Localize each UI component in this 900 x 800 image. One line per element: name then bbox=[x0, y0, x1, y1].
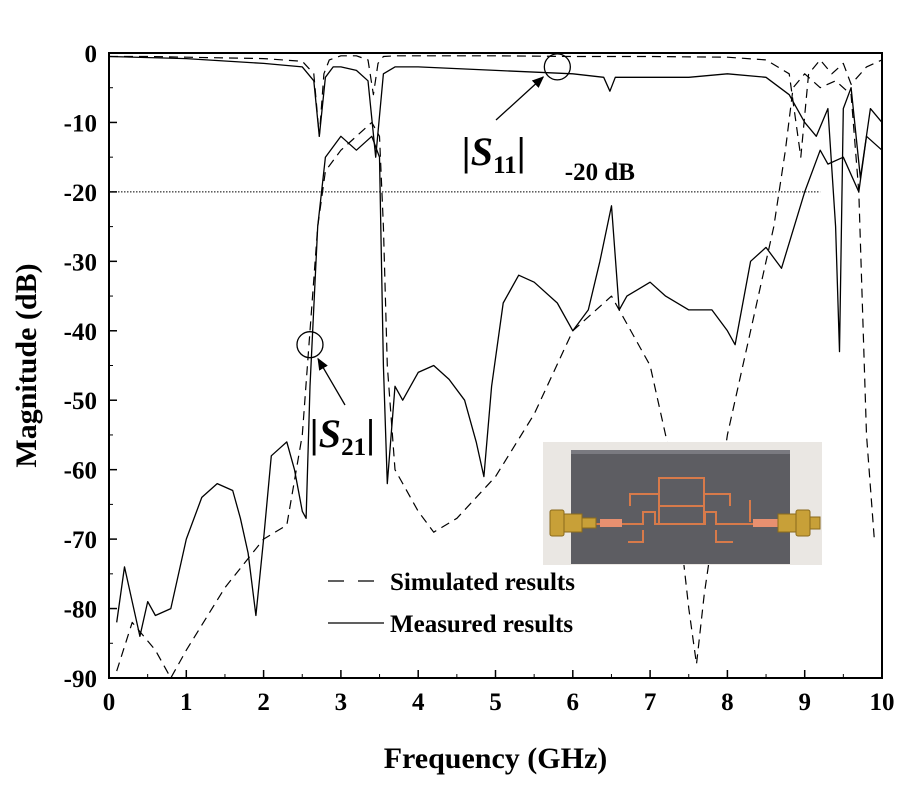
y-tick-label: -50 bbox=[64, 388, 97, 415]
filter-photo bbox=[543, 442, 822, 565]
x-tick-label: 10 bbox=[870, 689, 895, 716]
s21-marker-circle bbox=[296, 331, 324, 359]
legend: Simulated results Measured results bbox=[328, 569, 575, 638]
legend-simulated-label: Simulated results bbox=[390, 569, 575, 596]
x-tick-label: 2 bbox=[257, 689, 270, 716]
y-tick-label: -90 bbox=[64, 666, 97, 693]
y-tick-label: -20 bbox=[64, 180, 97, 207]
x-tick-label: 8 bbox=[721, 689, 734, 716]
series-dashed-s11 bbox=[109, 55, 883, 158]
y-tick-label: -10 bbox=[64, 110, 97, 137]
y-axis-title: Magnitude (dB) bbox=[10, 263, 43, 467]
x-tick-label: 6 bbox=[567, 689, 580, 716]
y-tick-label: -70 bbox=[64, 527, 97, 554]
series-solid-s11 bbox=[108, 55, 883, 353]
x-tick-label: 5 bbox=[489, 689, 502, 716]
y-tick-label: 0 bbox=[85, 41, 98, 68]
legend-measured-label: Measured results bbox=[390, 611, 573, 638]
x-tick-label: 7 bbox=[644, 689, 657, 716]
s11-arrow bbox=[495, 76, 545, 121]
x-tick-label: 0 bbox=[103, 689, 116, 716]
y-tick-label: -30 bbox=[64, 249, 97, 276]
x-tick-label: 9 bbox=[798, 689, 811, 716]
y-tick-label: -80 bbox=[64, 597, 97, 624]
reference-line-label: -20 dB bbox=[565, 159, 635, 186]
s11-marker-circle bbox=[543, 53, 571, 81]
y-tick-label: -40 bbox=[64, 319, 97, 346]
x-tick-label: 3 bbox=[335, 689, 348, 716]
curves bbox=[108, 55, 883, 679]
tick-labels: 0 1 2 3 4 5 6 7 8 9 10 0 -10 -20 -30 -40 -50 -60 -70 -80 -90… bbox=[10, 41, 895, 775]
s21-label: |S21| bbox=[310, 411, 375, 461]
x-tick-label: 1 bbox=[180, 689, 193, 716]
x-axis-title: Frequency (GHz) bbox=[384, 742, 608, 775]
series-dashed-s21 bbox=[116, 73, 875, 679]
series-solid-s21 bbox=[116, 135, 883, 637]
annotations: |S11| |S21| bbox=[296, 53, 571, 461]
x-tick-label: 4 bbox=[412, 689, 425, 716]
s11-label: |S11| bbox=[462, 129, 526, 179]
reference-line-group: -20 dB bbox=[109, 159, 821, 193]
s21-arrow bbox=[317, 357, 346, 406]
y-tick-label: -60 bbox=[64, 458, 97, 485]
